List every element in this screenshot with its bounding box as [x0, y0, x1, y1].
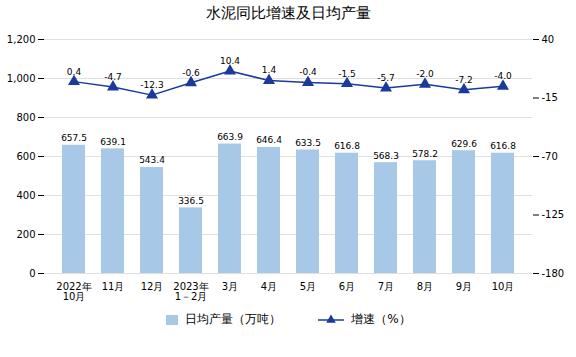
svg-text:12月: 12月 [141, 281, 164, 292]
svg-text:-2.0: -2.0 [416, 69, 434, 79]
svg-text:5月: 5月 [300, 281, 316, 292]
svg-text:7月: 7月 [378, 281, 394, 292]
svg-text:-5.7: -5.7 [377, 73, 395, 83]
svg-text:633.5: 633.5 [295, 138, 321, 148]
svg-text:800: 800 [16, 112, 35, 123]
svg-text:600: 600 [16, 151, 35, 162]
svg-text:-12.3: -12.3 [140, 80, 163, 90]
svg-text:663.9: 663.9 [217, 132, 243, 142]
svg-text:1.4: 1.4 [262, 65, 277, 75]
svg-text:200: 200 [16, 229, 35, 240]
svg-text:11月: 11月 [102, 281, 125, 292]
svg-text:639.1: 639.1 [100, 137, 126, 147]
html-text:增速（%）: 增速（%） [351, 312, 411, 326]
svg-text:3月: 3月 [222, 281, 238, 292]
svg-text:-180: -180 [542, 268, 565, 279]
svg-text:657.5: 657.5 [61, 133, 87, 143]
svg-text:543.4: 543.4 [139, 155, 165, 165]
svg-text:616.8: 616.8 [490, 141, 516, 151]
svg-text:568.3: 568.3 [373, 151, 399, 161]
svg-text:2023年1－2月: 2023年1－2月 [173, 281, 208, 302]
svg-text:-0.4: -0.4 [299, 67, 317, 77]
svg-text:336.5: 336.5 [178, 196, 204, 206]
svg-text:10月: 10月 [492, 281, 515, 292]
svg-text:-1.5: -1.5 [338, 69, 356, 79]
svg-text:1,200: 1,200 [7, 34, 36, 45]
html-text:日均产量（万吨）: 日均产量（万吨） [185, 312, 282, 326]
svg-text:578.2: 578.2 [412, 149, 438, 159]
svg-text:4月: 4月 [261, 281, 277, 292]
svg-text:40: 40 [542, 34, 555, 45]
svg-text:0.4: 0.4 [67, 67, 82, 77]
svg-text:0: 0 [29, 268, 35, 279]
svg-text:400: 400 [16, 190, 35, 201]
svg-text:646.4: 646.4 [256, 135, 282, 145]
svg-text:-7.2: -7.2 [455, 75, 473, 85]
svg-text:616.8: 616.8 [334, 141, 360, 151]
svg-text:-4.7: -4.7 [104, 72, 122, 82]
svg-text:-15: -15 [542, 92, 558, 103]
svg-text:-4.0: -4.0 [494, 71, 512, 81]
html-text:水泥同比增速及日均产量: 水泥同比增速及日均产量 [205, 4, 371, 22]
svg-text:9月: 9月 [456, 281, 472, 292]
svg-text:1,000: 1,000 [7, 73, 36, 84]
svg-text:-0.6: -0.6 [182, 68, 200, 78]
svg-text:8月: 8月 [417, 281, 433, 292]
svg-text:6月: 6月 [339, 281, 355, 292]
svg-text:-125: -125 [542, 209, 565, 220]
svg-text:-70: -70 [542, 151, 558, 162]
svg-text:629.6: 629.6 [451, 139, 477, 149]
svg-text:2022年10月: 2022年10月 [56, 281, 91, 302]
svg-text:10.4: 10.4 [220, 56, 240, 66]
